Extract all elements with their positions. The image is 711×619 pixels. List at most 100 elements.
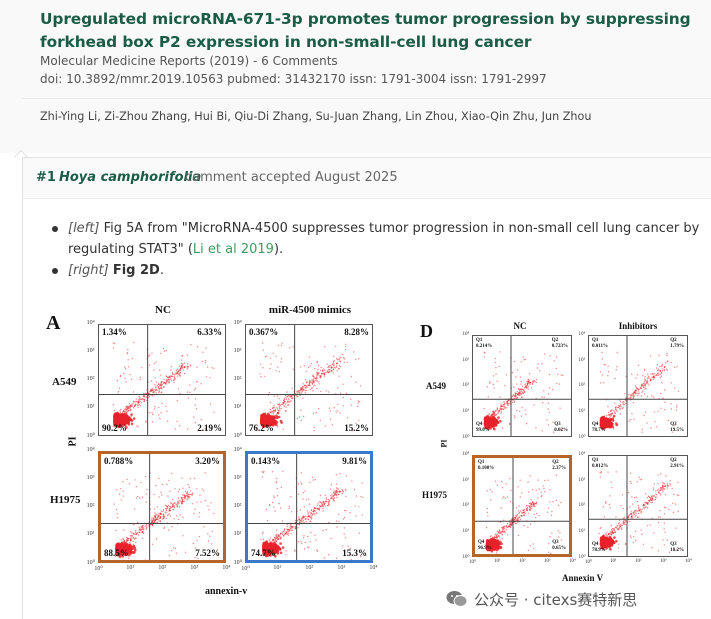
- author-list: Zhi-Ying Li, Zi-Zhou Zhang, Hui Bi, Qiu-…: [40, 110, 592, 123]
- flow-plot: 0.367% 8.28% 76.2% 15.2%: [245, 324, 373, 436]
- left-tag: [left]: [68, 221, 100, 236]
- watermark: 公众号 · citexs赛特新思: [446, 588, 706, 612]
- x-tick-label: 10³: [190, 565, 199, 571]
- quadrant-value: Q4 78.7%: [592, 422, 606, 433]
- journal-line: Molecular Medicine Reports (2019) - 6 Co…: [40, 54, 338, 68]
- article-title[interactable]: Upregulated microRNA-671-3p promotes tum…: [40, 10, 691, 51]
- quadrant-value: 15.2%: [344, 423, 369, 433]
- quadrant-value: Q3 0.65%: [552, 540, 566, 551]
- y-tick-label: 10¹: [462, 528, 470, 534]
- bullet1-end: ).: [273, 242, 284, 257]
- scatter-dots: [246, 325, 372, 435]
- y-tick-label: 10¹: [578, 528, 586, 534]
- quadrant-value: Q4 96.9%: [478, 540, 492, 551]
- y-tick-label: 10²: [86, 503, 95, 510]
- quadrant-value: 0.367%: [249, 327, 279, 337]
- quadrant-value: 90.2%: [102, 423, 127, 433]
- fig-ref: Fig 2D: [112, 263, 160, 278]
- y-tick-label: 10⁰: [578, 435, 586, 440]
- y-tick-label: 10¹: [233, 531, 242, 538]
- y-tick-label: 10⁴: [578, 452, 586, 457]
- y-tick-label: 10¹: [86, 531, 95, 538]
- comment-body: [left] Fig 5A from "MicroRNA-4500 suppre…: [52, 218, 702, 281]
- x-tick-label: 10⁰: [94, 566, 103, 572]
- comment-author[interactable]: Hoya camphorifolia: [59, 170, 202, 185]
- y-tick-label: 10⁴: [578, 332, 586, 337]
- flow-plot: 1.34% 6.33% 90.2% 2.19%: [98, 324, 226, 436]
- scatter-dots: [473, 336, 571, 436]
- figure-left: A NC miR-4500 mimics A549 H1975 PI annex…: [40, 296, 385, 601]
- watermark-text: 公众号 · citexs赛特新思: [474, 591, 638, 609]
- quadrant-value: 0.788%: [104, 456, 134, 466]
- scatter-dots: [99, 325, 225, 435]
- quadrant-value: 9.81%: [342, 456, 367, 466]
- y-tick-label: 10⁰: [462, 555, 470, 560]
- quadrant-value: 76.2%: [249, 423, 274, 433]
- y-tick-label: 10³: [233, 348, 242, 355]
- y-tick-label: 10³: [578, 477, 586, 483]
- x-tick-label: 10¹: [126, 565, 135, 571]
- y-tick-label: 10⁴: [233, 320, 242, 327]
- article-header: Upregulated microRNA-671-3p promotes tum…: [0, 0, 711, 153]
- x-tick-label: 10⁰: [585, 560, 593, 565]
- x-axis-label: annexin-v: [205, 586, 248, 597]
- flow-plot: Q1 0.011% Q2 1.79% Q4 78.7% Q3 19.5%: [588, 335, 688, 437]
- y-tick-label: 10³: [86, 348, 95, 355]
- col-label-nc: NC: [513, 321, 527, 331]
- col-label-inhibitors: Inhibitors: [618, 321, 658, 331]
- quadrant-value: Q4 99.0%: [476, 422, 490, 433]
- quadrant-value: Q4 78.9%: [592, 542, 606, 553]
- row-label-a549: A549: [426, 381, 446, 391]
- comment-status: comment accepted August 2025: [185, 170, 398, 185]
- x-tick-label: 10²: [635, 559, 642, 564]
- reference-link[interactable]: Li et al 2019: [192, 242, 274, 257]
- y-tick-label: 10³: [462, 477, 470, 483]
- x-tick-label: 10⁴: [569, 559, 576, 564]
- x-tick-label: 10³: [544, 559, 551, 564]
- y-tick-label: 10³: [578, 357, 586, 363]
- quadrant-value: 1.34%: [102, 327, 127, 337]
- x-tick-label: 10⁴: [369, 565, 378, 571]
- y-tick-label: 10³: [462, 357, 470, 363]
- quadrant-value: Q1 0.100%: [478, 460, 495, 471]
- quadrant-value: 15.3%: [342, 548, 367, 558]
- x-tick-label: 10¹: [494, 559, 501, 564]
- scatter-dots: [589, 456, 687, 556]
- y-tick-label: 10²: [86, 376, 95, 383]
- list-item: [left] Fig 5A from "MicroRNA-4500 suppre…: [52, 218, 702, 260]
- right-tag: [right]: [68, 263, 109, 278]
- quadrant-value: 88.5%: [104, 548, 129, 558]
- y-tick-label: 10³: [233, 475, 242, 482]
- y-tick-label: 10²: [462, 503, 470, 508]
- quadrant-value: 74.7%: [251, 548, 276, 558]
- flow-plot: Q1 0.012% Q2 2.91% Q4 78.9% Q3 18.2%: [588, 455, 688, 557]
- quadrant-value: Q1 0.012%: [592, 458, 609, 469]
- comment-number[interactable]: #1: [36, 170, 56, 185]
- y-tick-label: 10¹: [86, 404, 95, 411]
- flow-plot: 0.788% 3.20% 88.5% 7.52%: [98, 451, 226, 563]
- quadrant-value: Q3 0.02%: [554, 422, 568, 433]
- y-tick-label: 10⁰: [233, 560, 242, 567]
- scatter-dots: [248, 454, 370, 560]
- y-tick-label: 10²: [578, 503, 586, 508]
- y-tick-label: 10²: [233, 503, 242, 510]
- quadrant-value: Q1 0.011%: [592, 338, 608, 349]
- scatter-dots: [475, 458, 569, 554]
- quadrant-value: Q1 0.214%: [476, 338, 493, 349]
- x-tick-label: 10⁴: [222, 565, 231, 571]
- y-tick-label: 10⁰: [86, 560, 95, 567]
- panel-letter-d: D: [420, 321, 433, 341]
- quadrant-value: Q2 0.723%: [551, 338, 568, 349]
- y-tick-label: 10²: [462, 383, 470, 388]
- y-tick-label: 10²: [578, 383, 586, 388]
- flow-plot: Q1 0.214% Q2 0.723% Q4 99.0% Q3 0.02%: [472, 335, 572, 437]
- y-tick-label: 10⁰: [578, 555, 586, 560]
- x-tick-label: 10⁰: [241, 566, 250, 572]
- figure-right: D NC Inhibitors A549 H1975 PI Annexin V …: [412, 315, 697, 585]
- y-tick-label: 10¹: [233, 404, 242, 411]
- y-tick-label: 10⁴: [86, 447, 95, 454]
- x-tick-label: 10³: [660, 559, 667, 564]
- y-tick-label: 10¹: [578, 408, 586, 414]
- divider: [22, 98, 711, 99]
- quadrant-value: 0.143%: [251, 456, 281, 466]
